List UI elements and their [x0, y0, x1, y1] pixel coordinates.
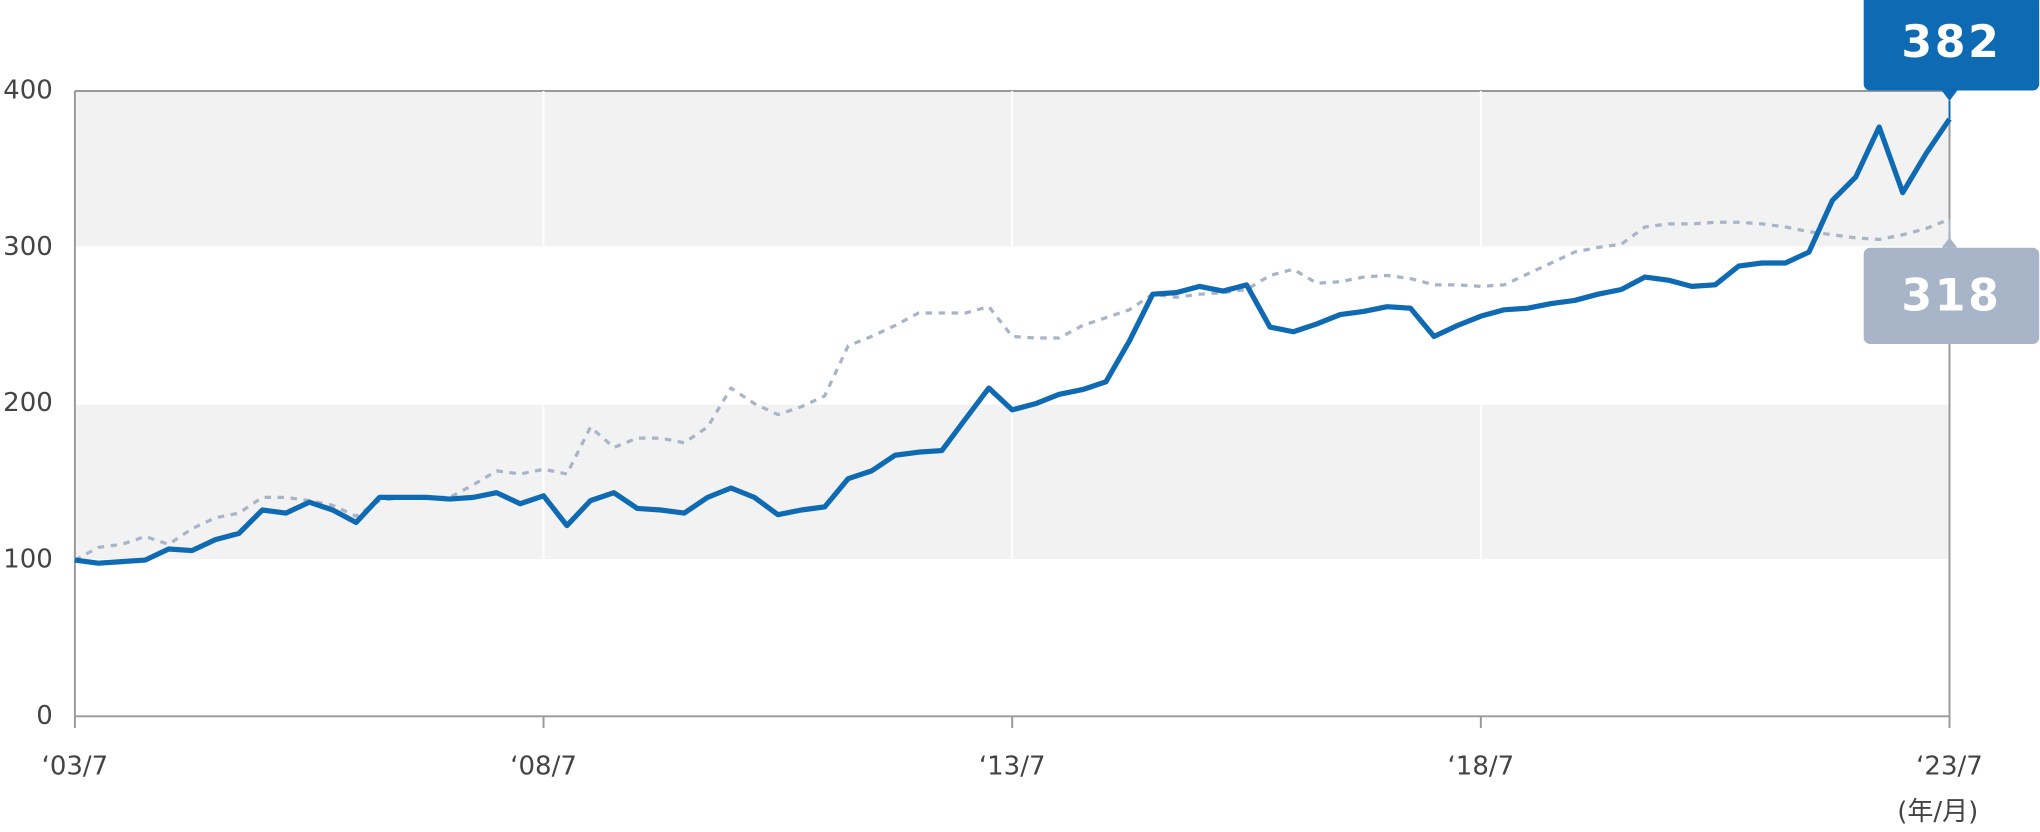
- callout-pointer: [1941, 90, 1958, 101]
- value-label: 382: [1901, 17, 2001, 68]
- x-tick-label: ‘08/7: [510, 752, 577, 782]
- value-label: 318: [1901, 270, 2001, 321]
- callout-pointer: [1941, 237, 1958, 248]
- y-tick-label: 100: [3, 544, 53, 574]
- x-unit: (年/月): [1897, 797, 1978, 827]
- x-tick-label: ‘23/7: [1916, 752, 1983, 782]
- x-tick-label: ‘18/7: [1448, 752, 1515, 782]
- y-tick-label: 300: [3, 232, 53, 262]
- callout-box: [1863, 247, 2040, 344]
- x-tick-label: ‘03/7: [42, 752, 109, 782]
- y-tick-label: 0: [36, 701, 53, 731]
- y-tick-label: 400: [3, 76, 53, 106]
- x-tick-label: ‘13/7: [979, 752, 1046, 782]
- series-line: [74, 117, 1952, 566]
- callout-box: [1863, 0, 2040, 91]
- y-tick-label: 200: [3, 388, 53, 418]
